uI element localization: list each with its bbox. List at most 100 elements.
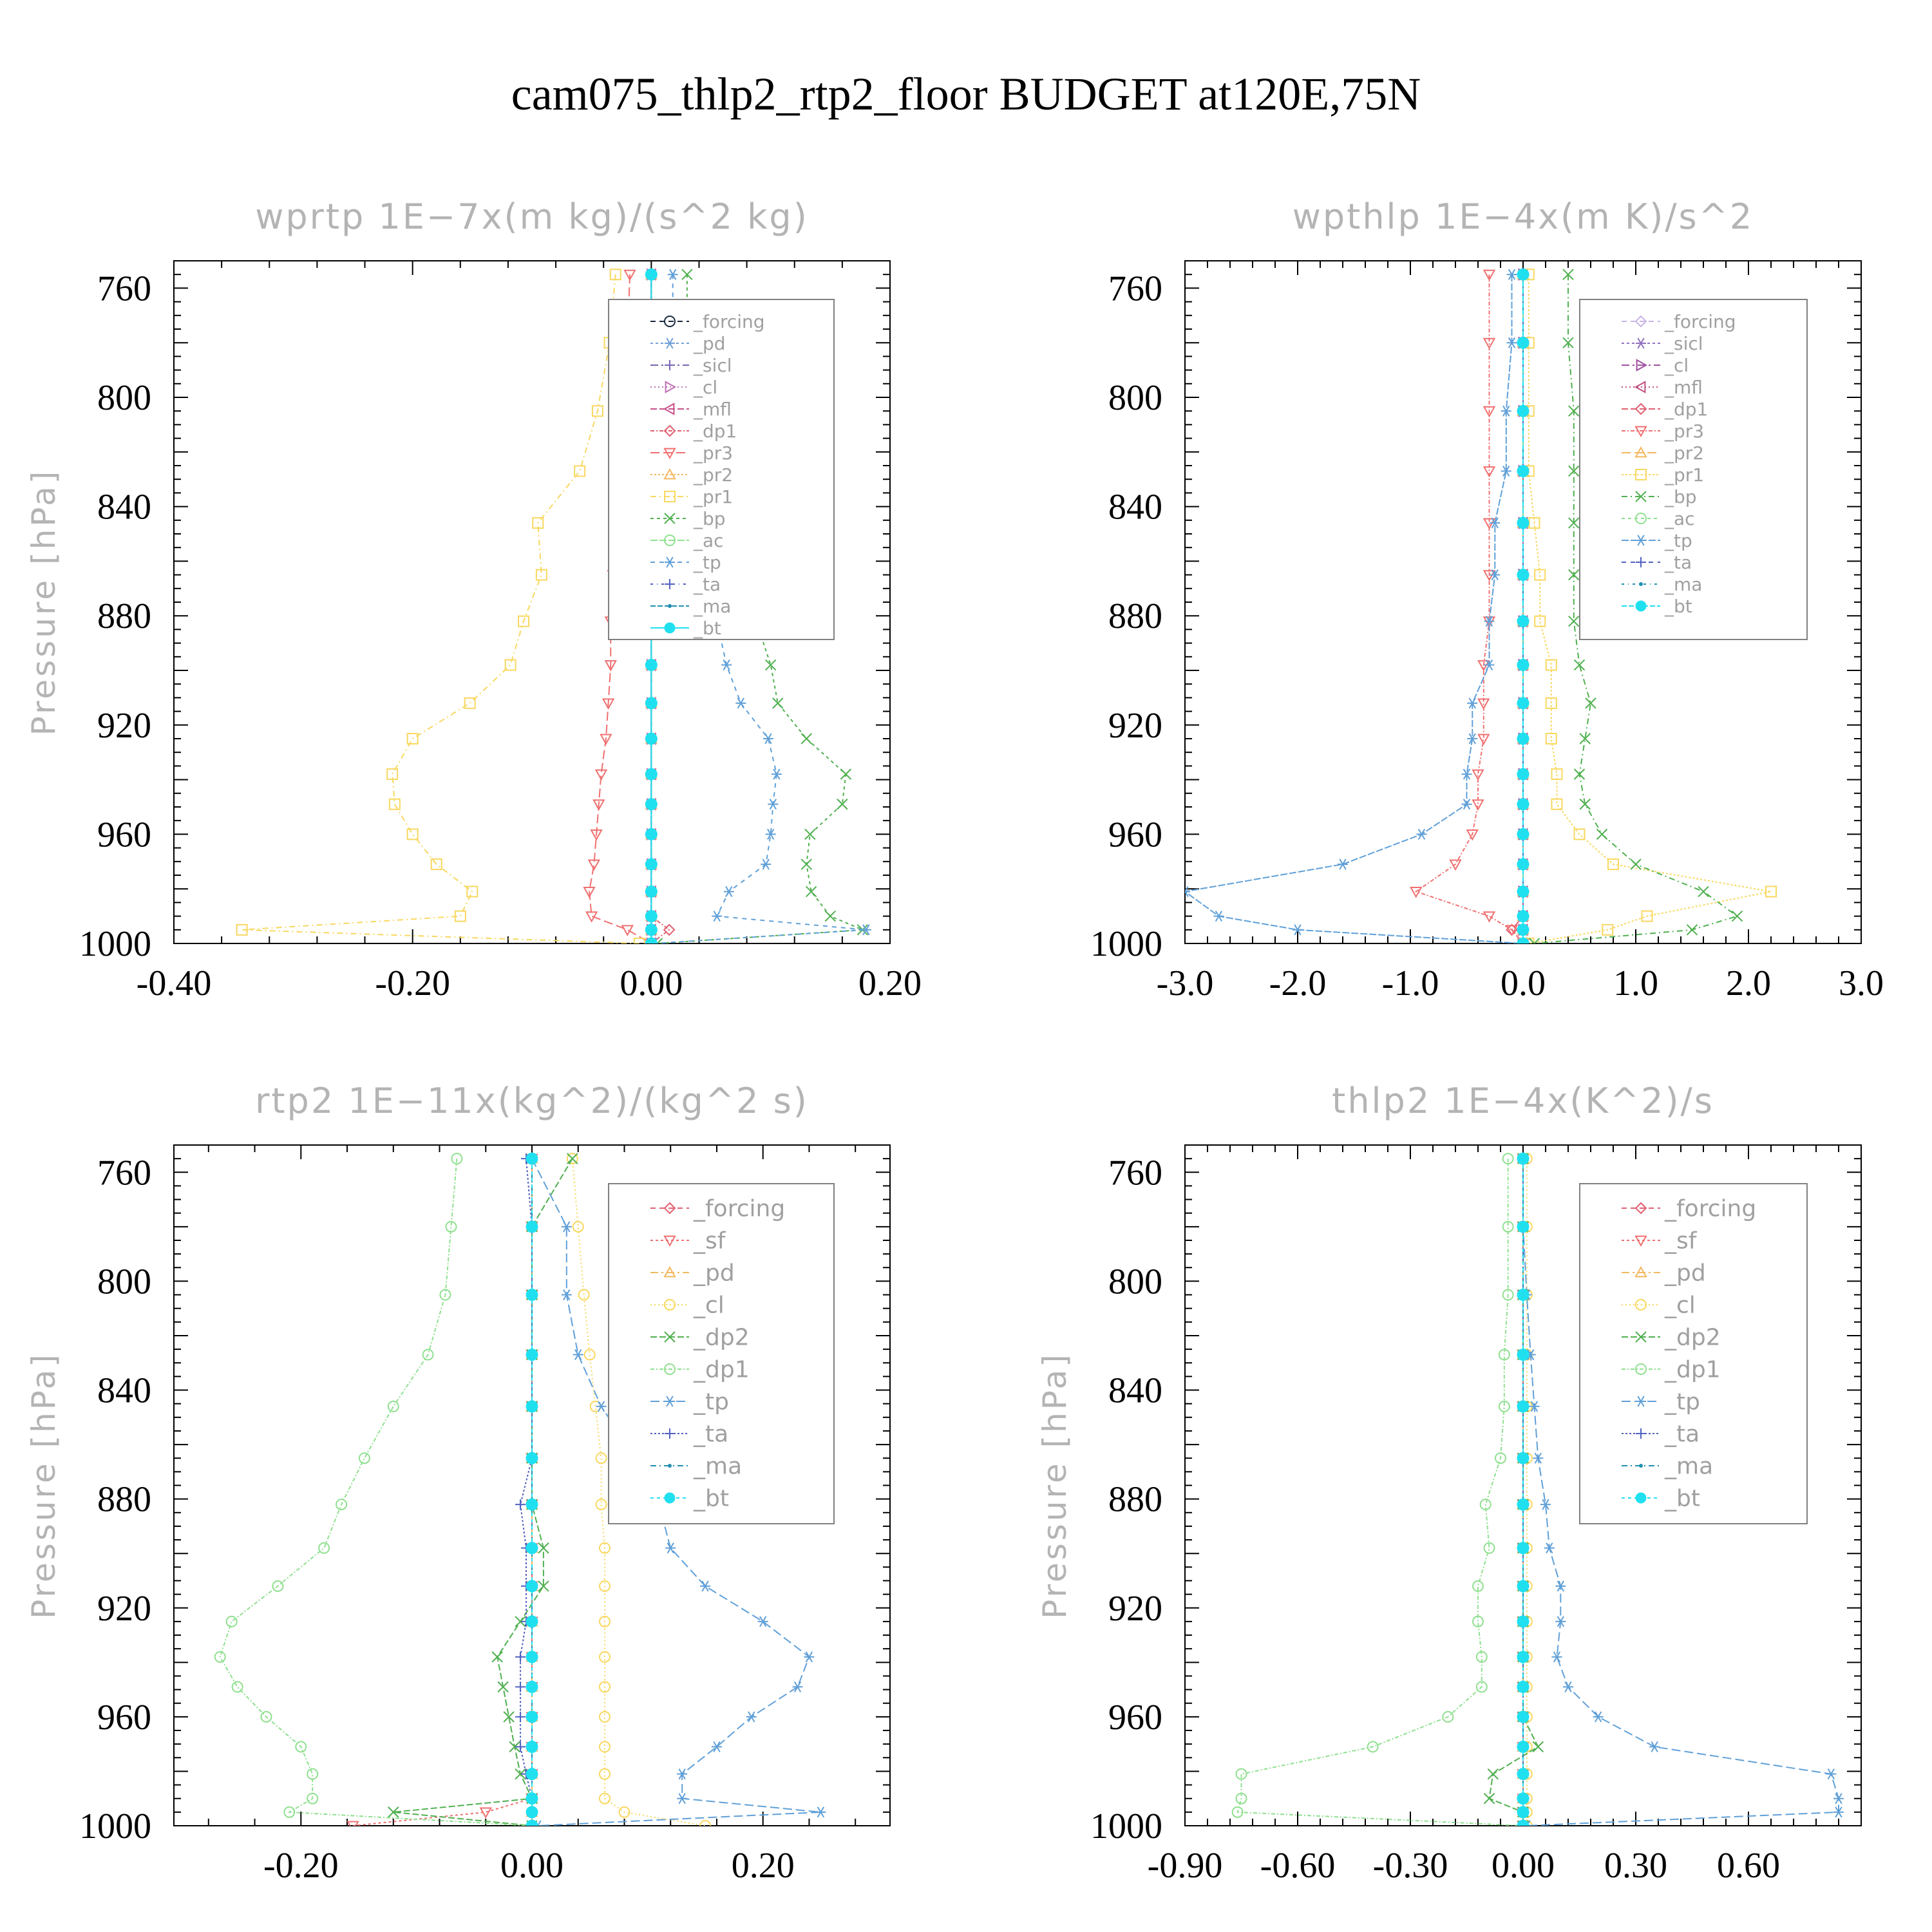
data-point: [583, 1349, 596, 1361]
y-tick-label: 760: [1108, 269, 1162, 308]
data-point: [561, 1289, 572, 1301]
data-point: [772, 697, 784, 709]
data-point: [1551, 798, 1563, 810]
legend-marker: [1636, 1396, 1646, 1407]
data-point: [561, 1221, 572, 1233]
data-point: [567, 1153, 578, 1164]
data-point: [645, 923, 658, 936]
data-point: [526, 1615, 538, 1628]
legend-marker: [663, 1265, 676, 1278]
legend-marker: [665, 1428, 675, 1439]
data-point: [1517, 336, 1530, 349]
data-point: [518, 615, 530, 627]
series-line-pr3: [1414, 274, 1524, 943]
figure-title: cam075_thlp2_rtp2_floor BUDGET at120E,75…: [511, 68, 1421, 120]
data-point: [1522, 938, 1535, 943]
legend-entry: _cl: [650, 377, 717, 398]
data-point: [587, 859, 601, 871]
legend-label: _ma: [693, 596, 731, 617]
legend-label: _dp2: [693, 1325, 750, 1351]
data-point: [1585, 697, 1596, 709]
legend-marker: [665, 1396, 675, 1407]
y-tick-label: 920: [97, 1589, 151, 1629]
legend-marker: [663, 448, 676, 460]
data-point: [1517, 1819, 1530, 1826]
data-point: [645, 268, 658, 281]
data-point: [526, 1289, 538, 1302]
data-point: [526, 1819, 538, 1826]
data-point: [1467, 697, 1478, 709]
data-point: [1517, 697, 1530, 710]
data-point: [699, 1820, 712, 1826]
data-point: [1765, 886, 1777, 898]
legend-marker: [663, 1202, 676, 1215]
panel-title: rtp2 1E−11x(kg^2)/(kg^2 s): [255, 1081, 809, 1121]
legend-entry: _pd: [1622, 1260, 1706, 1287]
legend-marker: [1635, 600, 1647, 612]
data-point: [645, 732, 658, 745]
data-point: [1449, 859, 1462, 871]
data-point: [1482, 337, 1496, 350]
series-group: [1185, 268, 1777, 943]
data-point: [318, 1542, 330, 1554]
legend-label: _mfl: [693, 399, 732, 420]
legend-entry: _pd: [650, 1260, 735, 1287]
data-point: [1562, 337, 1574, 348]
data-point: [762, 733, 773, 744]
legend-marker: [1635, 469, 1647, 480]
data-point: [1545, 659, 1557, 671]
legend-entry: _forcing: [1622, 1196, 1756, 1222]
legend-entry: _pr2: [1622, 442, 1704, 464]
data-point: [805, 886, 817, 898]
legend-label: _cl: [693, 1293, 724, 1319]
data-point: [1517, 1580, 1530, 1593]
data-point: [1517, 1806, 1530, 1819]
legend-label: _pd: [1664, 1260, 1706, 1287]
data-point: [1185, 886, 1190, 897]
legend-marker: [1634, 1235, 1647, 1247]
data-point: [1442, 1710, 1454, 1723]
data-point: [1235, 1792, 1247, 1804]
data-point: [1490, 517, 1501, 529]
legend-label: _tp: [693, 552, 721, 573]
data-point: [645, 798, 658, 811]
series-line-ta: [520, 1159, 533, 1826]
data-point: [1649, 1741, 1660, 1752]
data-point: [445, 1220, 457, 1233]
legend: _forcing _sf _pd _cl _dp2 _dp1 _tp _ta _ma _bt: [608, 1183, 835, 1524]
data-point: [430, 858, 442, 871]
x-tick-label: 0.00: [620, 963, 683, 1003]
data-point: [1520, 1820, 1533, 1826]
legend-entry: _ma: [1622, 574, 1702, 595]
data-point: [837, 799, 848, 810]
data-point: [804, 1651, 815, 1663]
data-point: [1517, 1400, 1530, 1413]
legend-entry: _bt: [1622, 1486, 1700, 1512]
data-point: [1568, 465, 1580, 477]
data-point: [1517, 1792, 1530, 1805]
data-point: [711, 1741, 722, 1752]
data-point: [1477, 698, 1490, 710]
series-line-tp: [1185, 274, 1524, 943]
legend-marker: [1639, 1464, 1643, 1468]
data-point: [515, 1711, 526, 1722]
y-tick-label: 880: [97, 596, 151, 636]
legend-label: _ac: [1664, 508, 1695, 529]
data-point: [598, 1681, 611, 1693]
x-tick-label: 0.20: [732, 1846, 795, 1886]
y-tick-label: 880: [1108, 596, 1162, 636]
legend-entry: _mfl: [650, 399, 732, 420]
legend-marker: [1636, 359, 1648, 372]
data-point: [645, 910, 658, 923]
legend-marker: [664, 1363, 676, 1375]
x-tick-label: 0.00: [1492, 1846, 1555, 1886]
data-point: [388, 798, 401, 810]
data-point: [388, 1806, 399, 1818]
legend-marker: [668, 604, 672, 608]
legend-label: _sicl: [693, 355, 732, 376]
data-point: [1484, 659, 1495, 671]
data-point: [526, 1806, 538, 1819]
data-point: [1495, 1452, 1506, 1464]
data-point: [1466, 829, 1479, 841]
data-point: [598, 1615, 611, 1627]
